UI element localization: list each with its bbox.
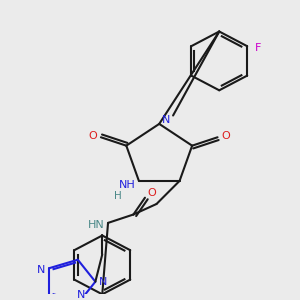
Text: N: N bbox=[37, 265, 46, 275]
Text: HN: HN bbox=[88, 220, 105, 230]
Text: O: O bbox=[148, 188, 156, 199]
Text: O: O bbox=[221, 131, 230, 141]
Text: NH: NH bbox=[119, 180, 136, 190]
Text: F: F bbox=[254, 43, 261, 53]
Text: N: N bbox=[162, 115, 170, 125]
Text: N: N bbox=[99, 277, 108, 287]
Text: N: N bbox=[77, 290, 86, 300]
Text: H: H bbox=[114, 190, 122, 201]
Text: O: O bbox=[88, 131, 97, 141]
